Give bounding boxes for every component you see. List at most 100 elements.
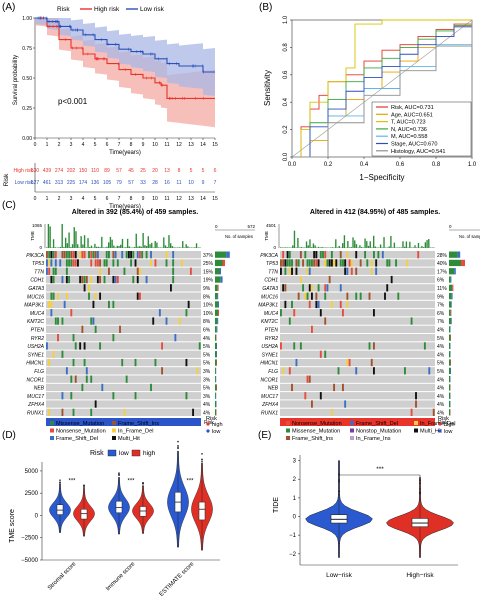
oncoplot-tmb-bar bbox=[190, 247, 193, 248]
oncoplot-gene-label: FLG bbox=[34, 369, 44, 375]
oncoplot-tmb-bar bbox=[163, 237, 165, 248]
risk-table-x-tick-label: 5 bbox=[94, 196, 97, 202]
oncoplot-mutation-cell bbox=[74, 342, 77, 350]
tide-y-tick-label: −2 bbox=[289, 552, 297, 558]
risk-table-cell: 28 bbox=[152, 180, 158, 186]
oncoplot-mutation-cell bbox=[165, 251, 168, 259]
oncoplot-mutation-cell bbox=[375, 259, 378, 267]
oncoplot-legend-swatch bbox=[350, 421, 354, 425]
legend-low-label: low bbox=[119, 450, 129, 457]
oncoplot-tmb-bar bbox=[290, 247, 292, 248]
tme-outlier bbox=[118, 472, 120, 474]
oncoplot-mutation-cell bbox=[99, 275, 102, 284]
oncoplot-mutation-cell bbox=[46, 259, 48, 267]
oncoplot-risk-legend-title: Risk bbox=[206, 416, 217, 422]
oncoplot-tmb-bar bbox=[386, 247, 389, 248]
oncoplot-risk-legend-label: low bbox=[212, 429, 221, 435]
oncoplot-mutation-cell bbox=[132, 275, 135, 284]
oncoplot-mutation-cell bbox=[172, 275, 175, 284]
legend-high-label: high bbox=[143, 450, 156, 457]
tide-y-axis-label: TIDE bbox=[273, 497, 280, 513]
oncoplot-tmb-bar bbox=[398, 247, 401, 248]
oncoplot-mutation-cell bbox=[116, 259, 119, 267]
oncoplot-tmb-bar bbox=[87, 238, 89, 248]
oncoplot-tmb-bar bbox=[286, 247, 289, 248]
oncoplot-gene-bar-segment bbox=[218, 301, 219, 308]
oncoplot-mutation-cell bbox=[83, 342, 86, 350]
oncoplot-mutation-cell bbox=[154, 358, 157, 367]
oncoplot-tmb-bar bbox=[307, 245, 309, 248]
oncoplot-gene-label: RUNX1 bbox=[261, 411, 278, 417]
oncoplot-gene-bar-segment bbox=[450, 276, 452, 283]
oncoplot-mutation-cell bbox=[381, 251, 384, 259]
panel-b: (B) 0.00.0 0.2 0.2 0.4 0.4 0.6 0.6 0.8 0.8 1.0 1.0… bbox=[259, 2, 477, 182]
risk-table-cell: 11 bbox=[176, 180, 181, 186]
oncoplot-gene-label: SYNE1 bbox=[262, 352, 279, 358]
oncoplot-risk-label: Risk bbox=[438, 420, 448, 426]
oncoplot-mutation-cell bbox=[423, 342, 426, 350]
oncoplot-mutation-cell bbox=[52, 275, 55, 284]
risk-table-cell: 150 bbox=[79, 168, 88, 174]
oncoplot-gene-pct: 4% bbox=[203, 411, 211, 417]
oncoplot-tmb-bar bbox=[168, 235, 170, 248]
oncoplot-gene-label: CDH1 bbox=[264, 278, 278, 284]
oncoplot-gene-label: ZFHX4 bbox=[261, 402, 278, 408]
oncoplot-row-bg bbox=[280, 358, 435, 367]
risk-table-x-tick-label: 9 bbox=[142, 196, 145, 202]
oncoplot-gene-label: NEB bbox=[268, 386, 279, 392]
oncoplot-mutation-cell bbox=[108, 300, 110, 309]
oncoplot-mutation-cell bbox=[415, 392, 417, 400]
oncoplot-mutation-cell bbox=[50, 259, 53, 267]
oncoplot-tmb-bar bbox=[369, 241, 371, 248]
oncoplot-mutation-cell bbox=[112, 300, 115, 309]
oncoplot-mutation-cell bbox=[165, 259, 168, 267]
oncoplot-row-bg bbox=[280, 251, 435, 259]
oncoplot-gene-pct: 3% bbox=[203, 394, 211, 400]
oncoplot-mutation-cell bbox=[404, 367, 406, 375]
oncoplot-tmb-bar bbox=[68, 232, 70, 248]
oncoplot-mutation-cell bbox=[328, 259, 331, 267]
oncoplot-mutation-cell bbox=[198, 342, 201, 350]
tide-outlier bbox=[419, 492, 421, 495]
oncoplot-gene-bar bbox=[449, 334, 451, 341]
oncoplot-tmb-bar bbox=[125, 247, 127, 248]
oncoplot-gene-bar bbox=[215, 384, 217, 391]
oncoplot-tmb-bar bbox=[373, 235, 375, 248]
oncoplot-tmb-bar bbox=[321, 246, 323, 248]
oncoplot-gene-label: TP53 bbox=[266, 261, 278, 267]
risk-table-high-label: High risk bbox=[14, 168, 34, 174]
oncoplot-gene-pct: 4% bbox=[437, 344, 445, 350]
oncoplot-mutation-cell bbox=[136, 275, 139, 284]
tide-y-tick-label: −1 bbox=[289, 533, 297, 539]
oncoplot-tmb-bar bbox=[92, 247, 94, 248]
oncoplot-mutation-cell bbox=[103, 259, 106, 267]
oncoplot-mutation-cell bbox=[130, 251, 133, 259]
oncoplot-mutation-cell bbox=[48, 300, 51, 309]
oncoplot-tmb-bar bbox=[304, 247, 306, 248]
oncoplot-legend-label: Frame_Shift_Del bbox=[356, 421, 398, 427]
oncoplot-mutation-cell bbox=[359, 292, 362, 300]
oncoplot-tmb-bar bbox=[429, 247, 432, 248]
oncoplot-mutation-cell bbox=[54, 267, 57, 275]
oncoplot-mutation-cell bbox=[344, 259, 347, 267]
risk-table-x-tick-label: 14 bbox=[200, 196, 206, 202]
oncoplot-gene-pct: 3% bbox=[203, 369, 211, 375]
oncoplot-tmb-bar bbox=[288, 247, 290, 248]
oncoplot-gene-bar bbox=[215, 367, 216, 374]
oncoplot-mutation-cell bbox=[295, 358, 298, 367]
oncoplot-mutation-cell bbox=[108, 251, 110, 259]
oncoplot-tmb-bar bbox=[80, 236, 82, 248]
oncoplot-mutation-cell bbox=[322, 251, 324, 259]
oncoplot-mutation-cell bbox=[355, 292, 358, 300]
oncoplot-tmb-bar bbox=[340, 247, 342, 248]
risk-table-cell: 313 bbox=[55, 180, 64, 186]
oncoplot-mutation-cell bbox=[306, 375, 309, 383]
oncoplot-tmb-bar bbox=[135, 233, 137, 248]
oncoplot-tmb-bar bbox=[166, 247, 168, 248]
oncoplot-mutation-cell bbox=[112, 275, 115, 284]
oncoplot-gene-label: RYR2 bbox=[265, 336, 278, 342]
oncoplot-gene-bar bbox=[449, 276, 451, 283]
oncoplot-mutation-cell bbox=[328, 275, 331, 284]
km-y-axis-label: Survival probability bbox=[13, 55, 19, 105]
oncoplot-mutation-cell bbox=[428, 367, 431, 375]
